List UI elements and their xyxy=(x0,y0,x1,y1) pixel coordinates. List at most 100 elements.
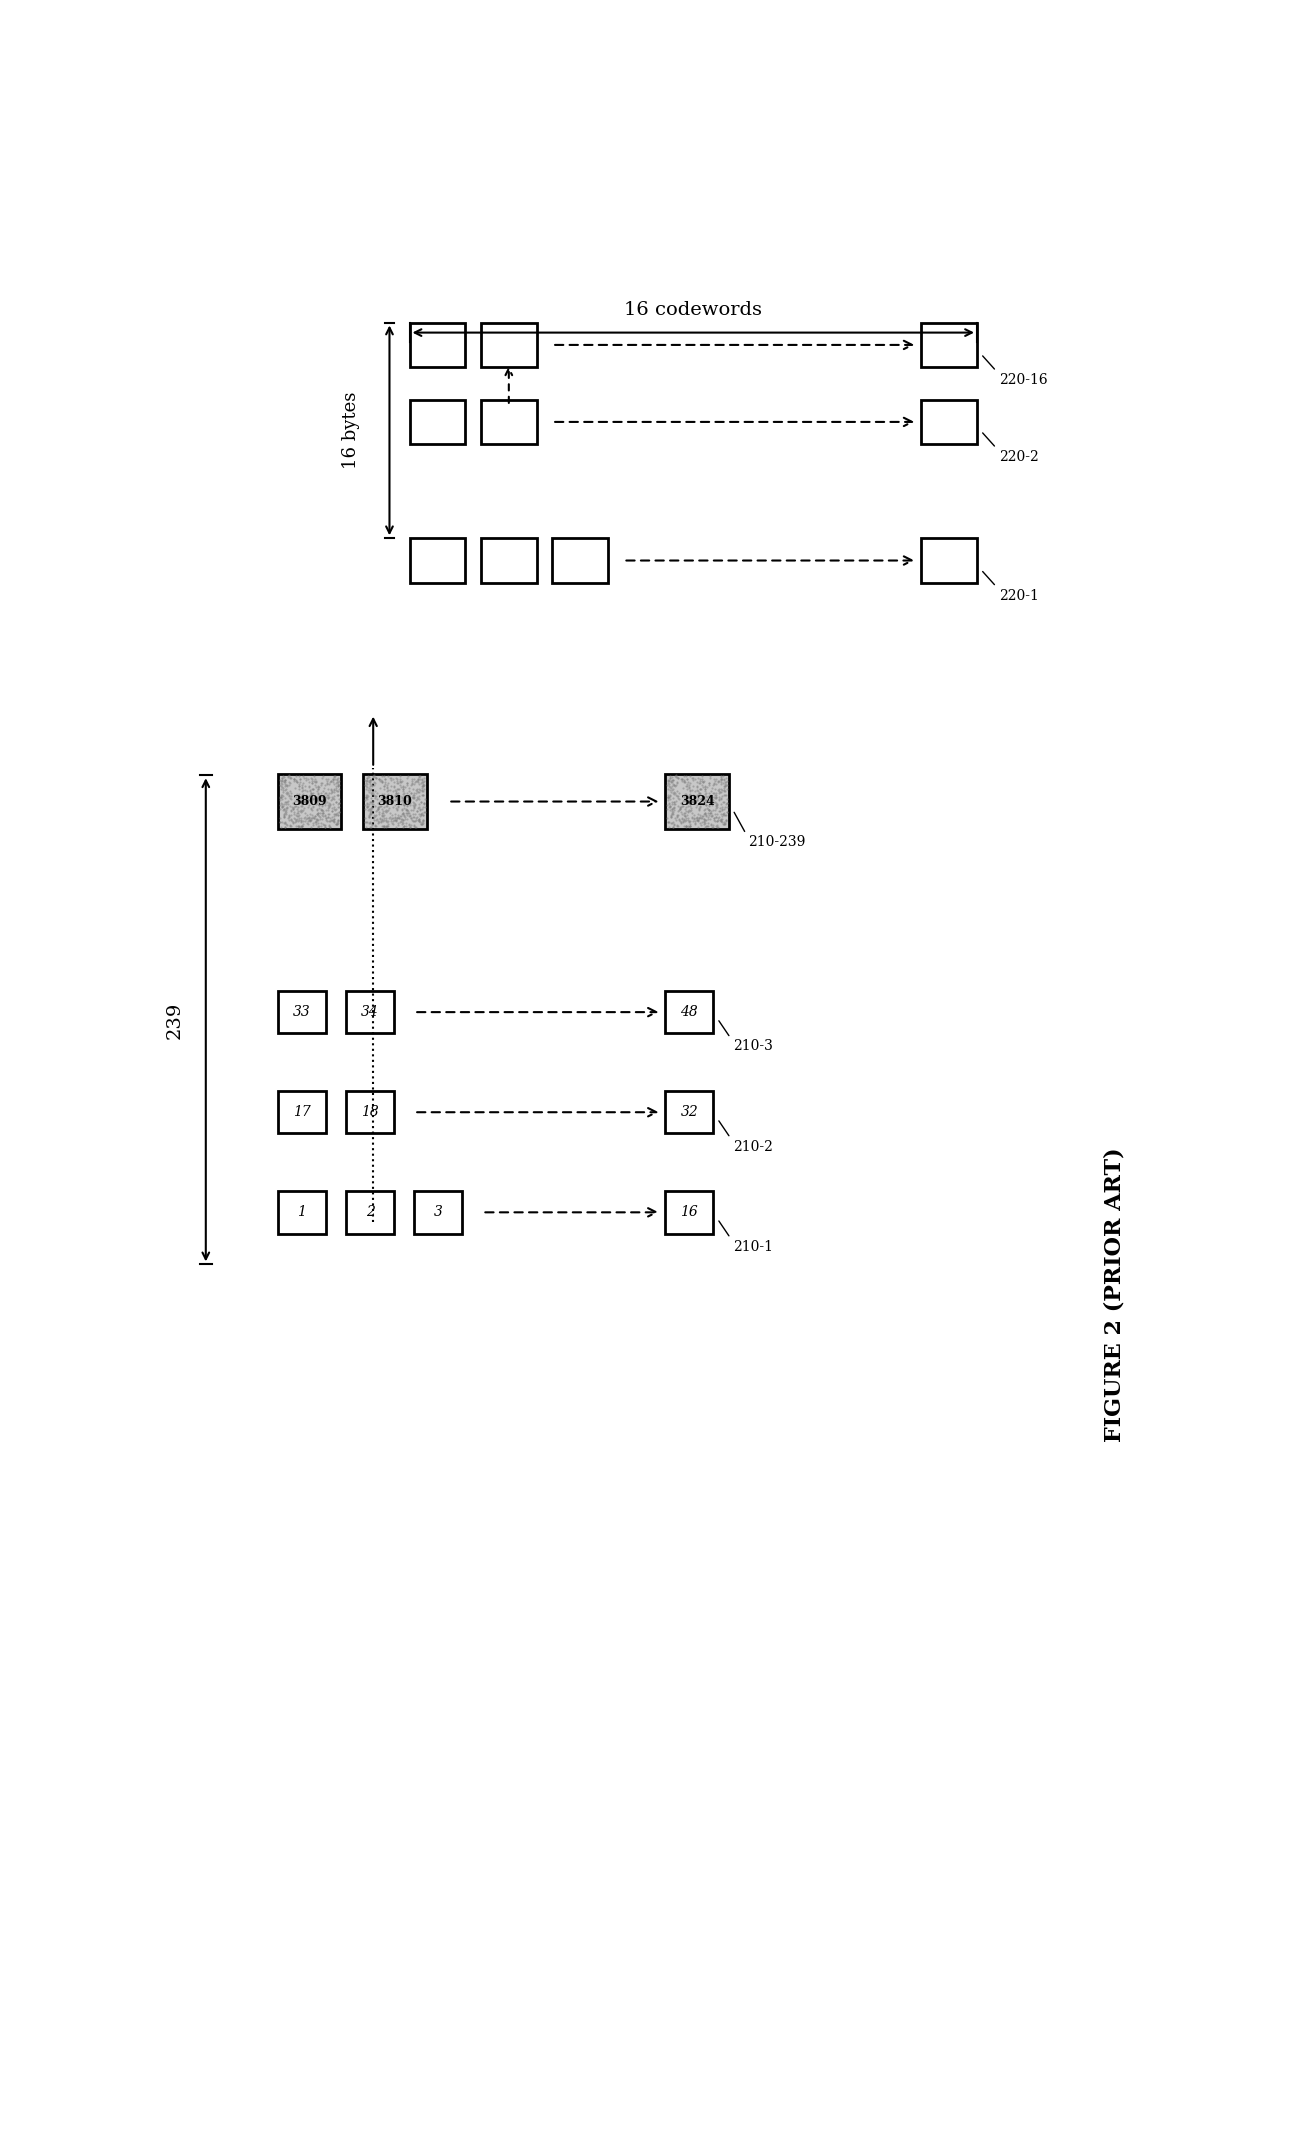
Point xyxy=(380,777,401,812)
Point xyxy=(281,782,301,816)
Point xyxy=(278,784,299,818)
Text: 239: 239 xyxy=(166,1001,184,1039)
Point xyxy=(312,780,332,814)
Point xyxy=(365,775,385,809)
Point xyxy=(672,805,693,839)
Point xyxy=(659,760,680,794)
Point xyxy=(705,797,725,831)
Point xyxy=(679,794,700,829)
Point xyxy=(356,767,376,801)
Point xyxy=(314,784,335,818)
Point xyxy=(314,771,335,805)
Point xyxy=(275,784,296,818)
Point xyxy=(312,788,332,822)
Point xyxy=(661,799,681,833)
Bar xyxy=(666,990,714,1033)
Point xyxy=(288,799,309,833)
Point xyxy=(292,803,313,837)
Point xyxy=(310,801,331,835)
Point xyxy=(354,769,375,803)
Point xyxy=(392,797,412,831)
Point xyxy=(375,763,396,797)
Point xyxy=(295,773,315,807)
Point xyxy=(312,801,332,835)
Point xyxy=(688,782,709,816)
Point xyxy=(318,777,339,812)
Point xyxy=(326,769,347,803)
Point xyxy=(668,794,689,829)
Point xyxy=(661,799,681,833)
Point xyxy=(706,788,727,822)
Point xyxy=(414,769,434,803)
Point xyxy=(303,775,323,809)
Point xyxy=(681,784,702,818)
Point xyxy=(356,771,376,805)
Point xyxy=(657,763,678,797)
Point xyxy=(301,792,322,826)
Point xyxy=(374,790,394,824)
Point xyxy=(378,807,398,841)
Point xyxy=(328,765,349,799)
Point xyxy=(372,777,393,812)
Point xyxy=(358,780,379,814)
Point xyxy=(288,801,309,835)
Point xyxy=(658,805,679,839)
Point xyxy=(275,763,296,797)
Point xyxy=(380,786,401,820)
Point xyxy=(323,797,344,831)
Point xyxy=(272,765,292,799)
Point xyxy=(318,792,339,826)
Point xyxy=(301,809,322,843)
Point xyxy=(371,809,392,843)
Point xyxy=(326,807,347,841)
Point xyxy=(665,769,685,803)
Point xyxy=(318,763,339,797)
Point xyxy=(414,794,434,829)
Bar xyxy=(481,400,537,445)
Point xyxy=(687,784,707,818)
Point xyxy=(674,803,694,837)
Point xyxy=(414,777,434,812)
Point xyxy=(401,775,422,809)
Point xyxy=(304,763,325,797)
Point xyxy=(358,758,379,792)
Point xyxy=(270,780,291,814)
Point xyxy=(328,794,349,829)
Point xyxy=(716,765,737,799)
Point xyxy=(389,763,410,797)
Point xyxy=(357,763,378,797)
Point xyxy=(387,801,407,835)
Point xyxy=(701,777,721,812)
Point xyxy=(663,786,684,820)
Point xyxy=(288,809,309,843)
Point xyxy=(697,769,718,803)
Point xyxy=(665,775,685,809)
Point xyxy=(278,758,299,792)
Text: 210-239: 210-239 xyxy=(749,835,806,850)
Point xyxy=(690,801,711,835)
Point xyxy=(406,784,427,818)
Point xyxy=(406,801,427,835)
Point xyxy=(394,769,415,803)
Point xyxy=(325,792,345,826)
Point xyxy=(381,797,402,831)
Point xyxy=(711,803,732,837)
Point xyxy=(409,775,429,809)
Point xyxy=(374,767,394,801)
Point xyxy=(278,786,299,820)
Point xyxy=(694,797,715,831)
Point xyxy=(359,797,380,831)
Point xyxy=(662,767,683,801)
Point xyxy=(359,792,380,826)
Point xyxy=(301,767,322,801)
Point xyxy=(362,769,383,803)
Point xyxy=(679,782,700,816)
Point xyxy=(663,769,684,803)
Point xyxy=(679,809,700,843)
Point xyxy=(693,803,714,837)
Point xyxy=(703,801,724,835)
Point xyxy=(301,775,322,809)
Point xyxy=(308,788,328,822)
Point xyxy=(281,775,301,809)
Point xyxy=(365,799,385,833)
